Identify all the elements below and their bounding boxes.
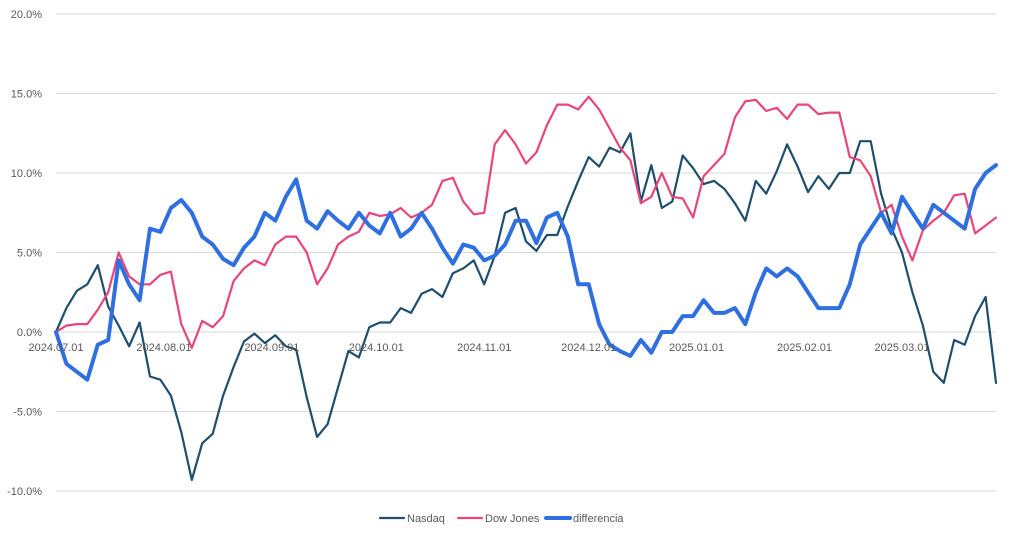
legend-item-nasdaq: Nasdaq: [378, 513, 445, 525]
legend-item-differencia: differencia: [544, 513, 624, 525]
x-tick-label: 2025.02.01: [777, 342, 832, 354]
legend-label: Nasdaq: [407, 513, 445, 525]
x-tick-label: 2024.07.01: [28, 342, 83, 354]
y-tick-label: 10.0%: [11, 168, 42, 180]
x-tick-label: 2024.10.01: [349, 342, 404, 354]
x-tick-label: 2025.03.01: [874, 342, 929, 354]
x-axis-ticks: 2024.07.01 2024.08.01 2024.09.01 2024.10.01…: [28, 342, 929, 354]
y-tick-label: -5.0%: [13, 407, 42, 419]
legend-item-dowjones: Dow Jones: [456, 513, 540, 525]
x-tick-label: 2024.09.01: [244, 342, 299, 354]
y-tick-label: 20.0%: [11, 9, 42, 21]
y-tick-label: -10.0%: [7, 486, 42, 498]
series-line-nasdaq: [54, 132, 998, 481]
x-tick-label: 2024.08.01: [136, 342, 191, 354]
y-tick-label: 15.0%: [11, 89, 42, 101]
legend: Nasdaq Dow Jones differencia: [378, 513, 624, 525]
series-lines: [54, 95, 998, 481]
y-tick-label: 5.0%: [17, 248, 42, 260]
x-tick-label: 2024.12.01: [561, 342, 616, 354]
x-tick-label: 2025.01.01: [669, 342, 724, 354]
y-axis-ticks: 20.0% 15.0% 10.0% 5.0% 0.0% -5.0% -10.0%: [7, 9, 42, 498]
series-line-differencia: [54, 163, 998, 382]
x-tick-label: 2024.11.01: [457, 342, 511, 354]
gridlines: [56, 13, 996, 492]
legend-label: differencia: [573, 513, 624, 525]
y-tick-label: 0.0%: [17, 327, 42, 339]
legend-label: Dow Jones: [485, 513, 540, 525]
series-line-dowjones: [54, 95, 998, 349]
